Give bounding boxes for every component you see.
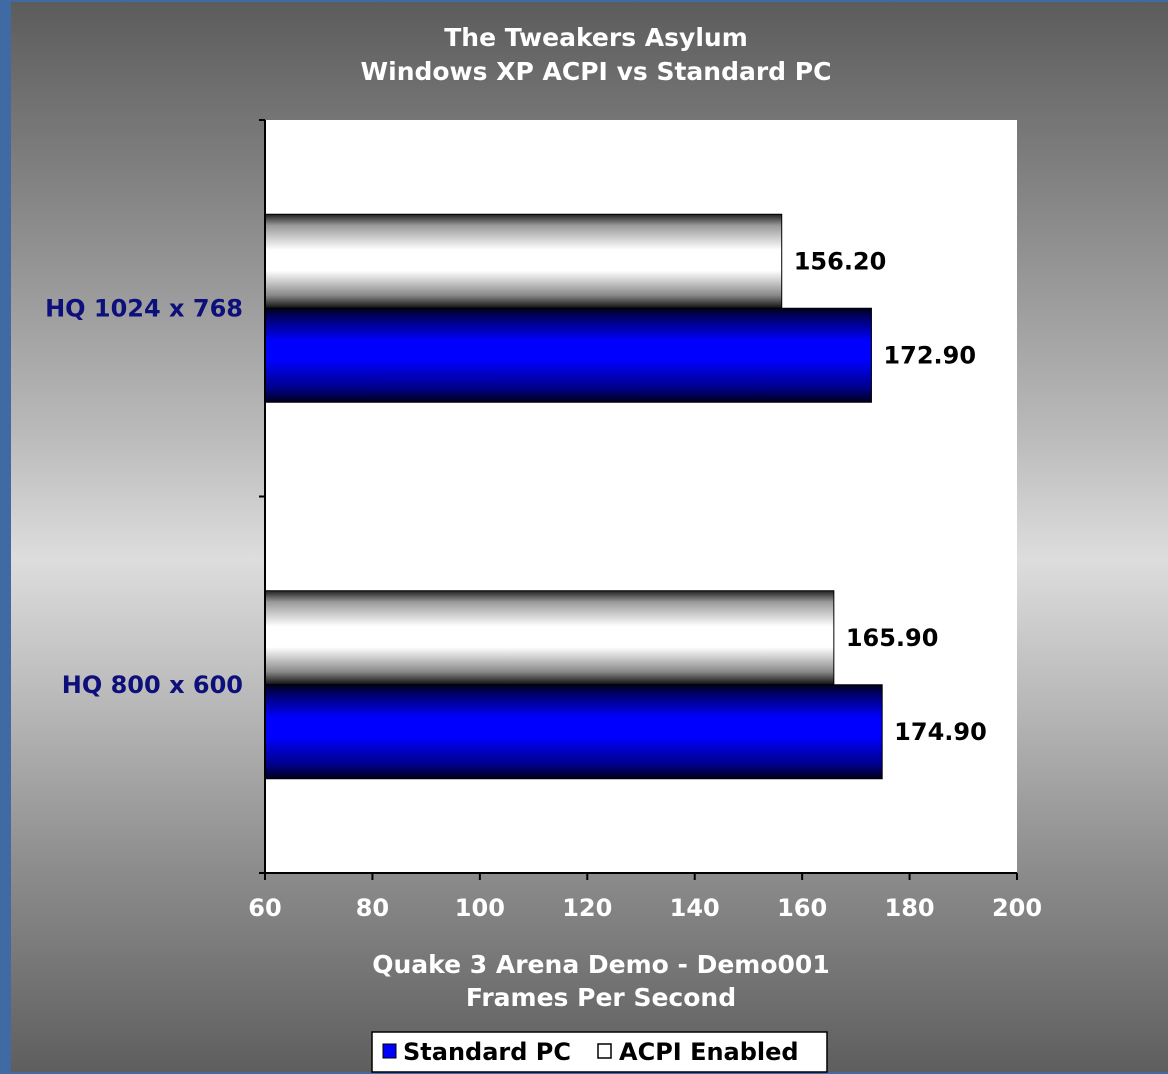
bar-acpi-enabled-hq-800-x-600 (264, 590, 835, 686)
x-tick-label-160: 160 (777, 894, 827, 922)
legend-label-standard-pc: Standard PC (403, 1038, 571, 1066)
x-axis-label-units: Frames Per Second (466, 983, 736, 1012)
x-tick-label-140: 140 (670, 894, 720, 922)
bar-standard-pc-hq-800-x-600 (264, 684, 883, 780)
data-label-acpi-enabled-hq-800-x-600: 165.90 (846, 624, 939, 652)
chart-title: The Tweakers Asylum (444, 23, 748, 52)
x-tick-label-200: 200 (992, 894, 1042, 922)
legend-label-acpi-enabled: ACPI Enabled (619, 1038, 799, 1066)
category-label-hq-800-x-600: HQ 800 x 600 (62, 671, 243, 699)
bar-standard-pc-hq-1024-x-768 (264, 307, 872, 403)
x-tick-label-120: 120 (562, 894, 612, 922)
category-label-hq-1024-x-768: HQ 1024 x 768 (45, 294, 243, 322)
x-tick-label-60: 60 (248, 894, 281, 922)
bar-acpi-enabled-hq-1024-x-768 (264, 213, 783, 309)
chart-subtitle: Windows XP ACPI vs Standard PC (361, 57, 832, 86)
legend-swatch-standard-pc (382, 1043, 397, 1059)
x-tick-label-80: 80 (356, 894, 389, 922)
data-label-standard-pc-hq-1024-x-768: 172.90 (883, 341, 976, 369)
legend: Standard PC ACPI Enabled (371, 1031, 828, 1073)
data-label-standard-pc-hq-800-x-600: 174.90 (894, 718, 987, 746)
legend-swatch-acpi-enabled (597, 1043, 612, 1059)
x-tick-label-180: 180 (885, 894, 935, 922)
x-axis-label: Quake 3 Arena Demo - Demo001 (372, 950, 829, 979)
x-tick-label-100: 100 (455, 894, 505, 922)
data-label-acpi-enabled-hq-1024-x-768: 156.20 (794, 247, 887, 275)
